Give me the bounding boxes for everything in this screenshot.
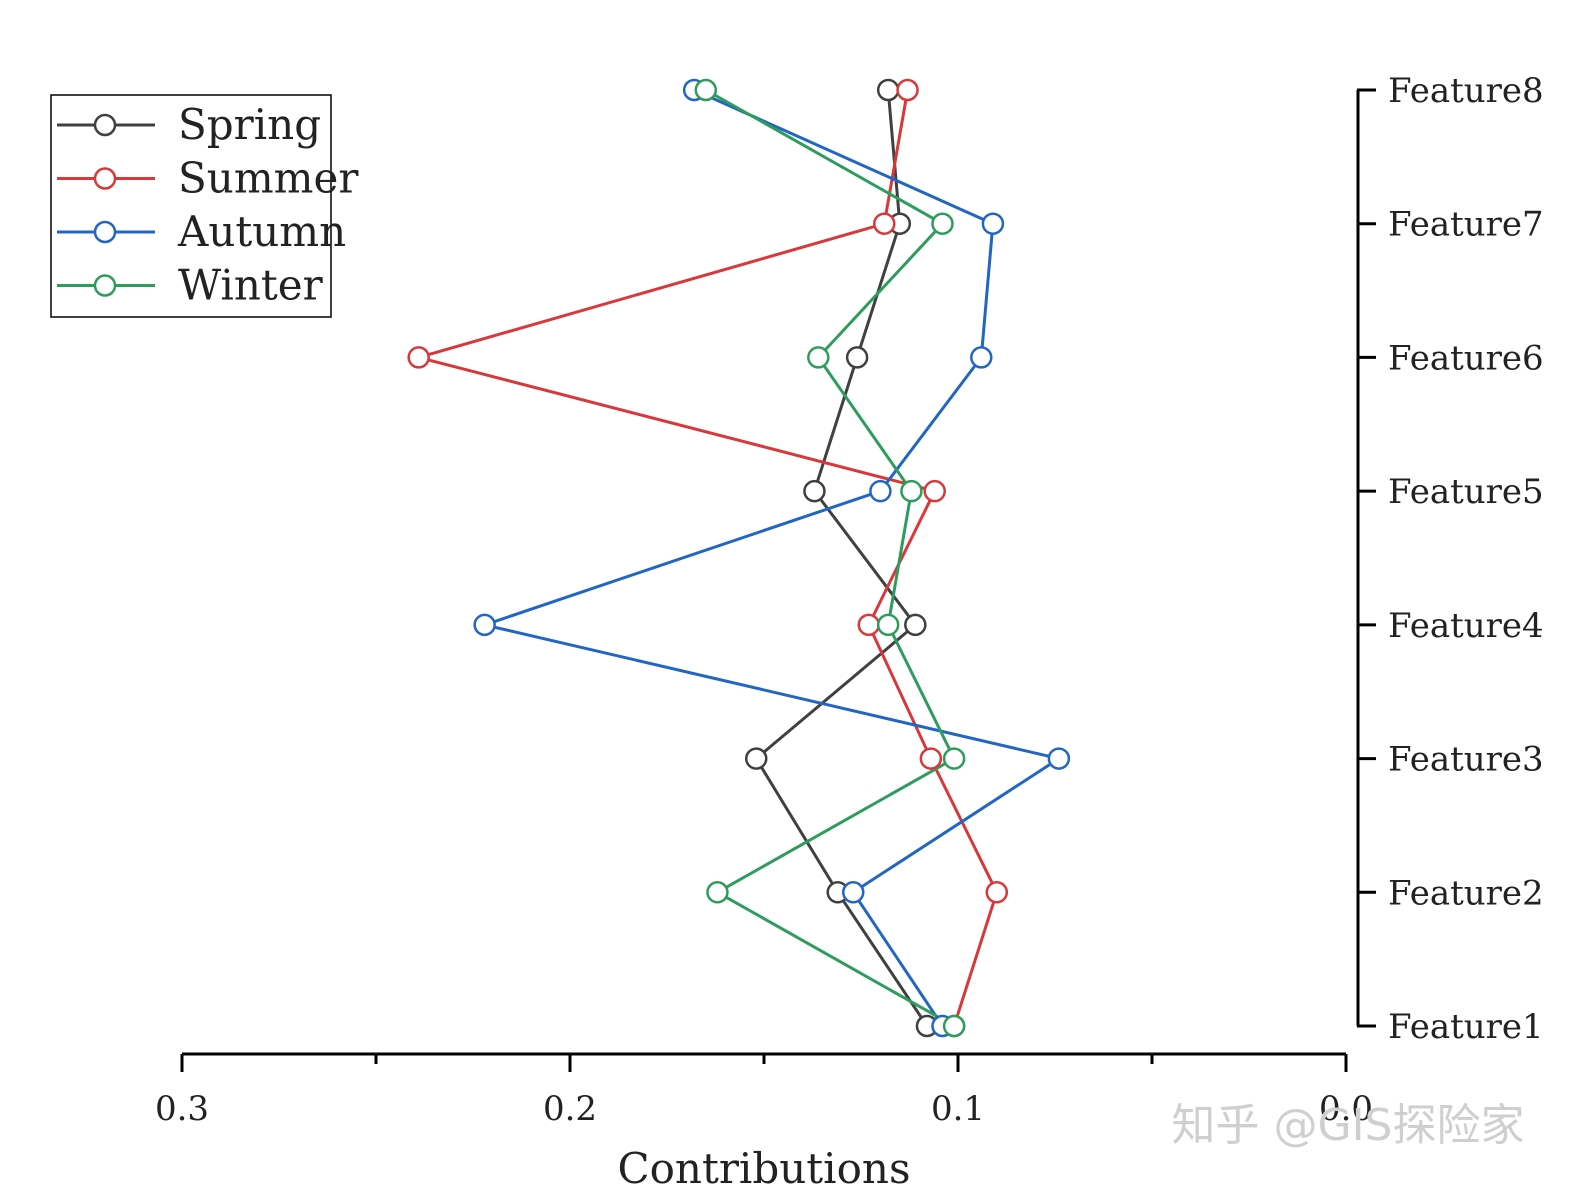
point-winter bbox=[694, 78, 718, 102]
point-summer bbox=[873, 212, 896, 235]
y-tick-label: Feature8 bbox=[1388, 71, 1544, 111]
point-spring bbox=[876, 78, 900, 102]
legend-marker-autumn bbox=[93, 220, 117, 244]
x-tick-label: 0.2 bbox=[543, 1089, 597, 1129]
series-line-winter bbox=[705, 88, 956, 1028]
y-axis: Feature1 Feature2 Feature3 Feature4 Feature5… bbox=[1356, 71, 1544, 1047]
point-summer bbox=[985, 881, 1009, 904]
point-spring bbox=[803, 479, 826, 503]
legend-label-summer: Summer bbox=[178, 154, 359, 203]
series-line-summer bbox=[417, 89, 999, 1027]
series-line-autumn bbox=[483, 88, 1061, 1027]
legend-marker-winter bbox=[93, 274, 117, 297]
point-autumn bbox=[981, 212, 1005, 235]
point-summer bbox=[896, 78, 919, 102]
point-winter bbox=[942, 1014, 966, 1038]
point-spring bbox=[845, 346, 869, 369]
series-line-spring bbox=[754, 89, 929, 1027]
point-autumn bbox=[869, 479, 892, 503]
y-tick-label: Feature5 bbox=[1388, 472, 1544, 512]
legend-label-winter: Winter bbox=[178, 261, 324, 310]
legend-marker-summer bbox=[93, 167, 117, 190]
point-autumn bbox=[473, 613, 496, 637]
x-axis-title: Contributions bbox=[618, 1144, 911, 1193]
point-winter bbox=[900, 479, 923, 503]
y-tick-label: Feature2 bbox=[1388, 873, 1544, 913]
point-winter bbox=[931, 212, 954, 235]
y-tick-label: Feature3 bbox=[1388, 740, 1544, 780]
point-summer bbox=[857, 613, 881, 637]
y-tick-label: Feature1 bbox=[1388, 1007, 1544, 1047]
x-tick-label: 0.0 bbox=[1319, 1089, 1373, 1129]
point-winter bbox=[807, 346, 830, 369]
legend-marker-spring bbox=[93, 113, 117, 137]
series-layer bbox=[407, 78, 1071, 1038]
point-spring bbox=[744, 747, 768, 770]
x-axis: 0.3 0.2 0.1 0.0 bbox=[155, 1052, 1373, 1129]
point-autumn bbox=[970, 346, 993, 369]
point-autumn bbox=[841, 881, 865, 904]
legend-label-spring: Spring bbox=[178, 100, 321, 149]
point-spring bbox=[904, 613, 927, 637]
point-winter bbox=[706, 881, 729, 904]
y-tick-label: Feature7 bbox=[1388, 205, 1544, 245]
x-tick-label: 0.3 bbox=[155, 1089, 209, 1129]
x-tick-label: 0.1 bbox=[931, 1089, 985, 1129]
point-summer bbox=[919, 747, 943, 770]
legend-label-autumn: Autumn bbox=[177, 207, 346, 256]
point-summer bbox=[923, 479, 946, 503]
y-tick-label: Feature4 bbox=[1388, 606, 1544, 646]
point-winter bbox=[942, 747, 966, 770]
watermark: 知乎 @GIS探险家 bbox=[1172, 1100, 1525, 1151]
point-summer bbox=[407, 346, 430, 369]
point-winter bbox=[876, 613, 900, 637]
point-autumn bbox=[1047, 747, 1071, 770]
y-tick-label: Feature6 bbox=[1388, 338, 1544, 378]
